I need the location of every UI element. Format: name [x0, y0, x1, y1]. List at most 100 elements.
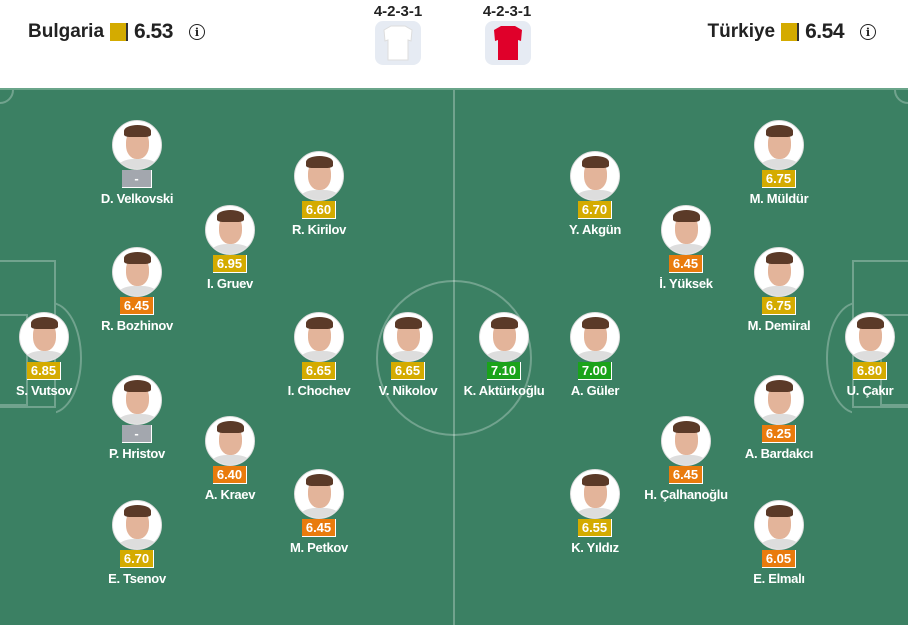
player-rating: 6.65 [301, 362, 337, 380]
player-away[interactable]: 6.75 M. Demiral [724, 247, 834, 333]
match-header: Bulgaria 6.53 i 4-2-3-1 4-2-3-1 Türkiye … [0, 0, 908, 88]
player-rating: 6.45 [119, 297, 155, 315]
away-formation: 4-2-3-1 [482, 3, 532, 20]
center-circle [376, 280, 532, 436]
info-icon[interactable]: i [188, 24, 205, 40]
player-name: R. Bozhinov [101, 318, 173, 333]
player-avatar [754, 120, 804, 170]
player-rating: 6.60 [301, 201, 337, 219]
player-name: M. Müldür [749, 191, 809, 206]
player-avatar [570, 151, 620, 201]
player-avatar [19, 312, 69, 362]
player-rating: 7.00 [577, 362, 613, 380]
player-home[interactable]: 6.65 V. Nikolov [353, 312, 463, 398]
player-avatar [754, 247, 804, 297]
player-home[interactable]: 6.65 I. Chochev [264, 312, 374, 398]
player-away[interactable]: 6.45 İ. Yüksek [631, 205, 741, 291]
player-avatar [112, 247, 162, 297]
player-home[interactable]: 6.70 E. Tsenov [82, 500, 192, 586]
player-rating: 6.65 [390, 362, 426, 380]
player-avatar [845, 312, 895, 362]
player-name: Y. Akgün [568, 222, 621, 237]
player-rating: 6.05 [761, 550, 797, 568]
home-formation: 4-2-3-1 [373, 3, 423, 20]
player-rating: 6.85 [26, 362, 62, 380]
away-team-rating: 6.54 [805, 20, 844, 43]
player-away[interactable]: 6.05 E. Elmalı [724, 500, 834, 586]
home-team-rating: 6.53 [134, 20, 173, 43]
player-rating: 6.55 [577, 519, 613, 537]
player-away[interactable]: 7.00 A. Güler [540, 312, 650, 398]
player-rating: 6.70 [119, 550, 155, 568]
player-name: V. Nikolov [378, 383, 438, 398]
player-avatar [112, 375, 162, 425]
player-avatar [294, 469, 344, 519]
player-avatar [205, 205, 255, 255]
player-avatar [570, 312, 620, 362]
player-away[interactable]: 6.75 M. Müldür [724, 120, 834, 206]
player-rating: 6.95 [212, 255, 248, 273]
player-name: H. Çalhanoğlu [644, 487, 728, 502]
player-name: E. Elmalı [753, 571, 805, 586]
player-home[interactable]: 6.85 S. Vutsov [0, 312, 99, 398]
corner-arc [0, 90, 14, 104]
player-name: İ. Yüksek [659, 276, 713, 291]
corner-arc [894, 90, 908, 104]
player-avatar [294, 151, 344, 201]
player-avatar [754, 500, 804, 550]
player-name: S. Vutsov [15, 383, 73, 398]
away-kit [485, 21, 531, 65]
player-avatar [570, 469, 620, 519]
player-away[interactable]: 6.80 U. Çakır [815, 312, 908, 398]
player-away[interactable]: 6.55 K. Yıldız [540, 469, 650, 555]
player-rating: 6.70 [577, 201, 613, 219]
player-name: M. Demiral [747, 318, 811, 333]
rating-square-icon [781, 23, 800, 41]
away-team: Türkiye 6.54 i [708, 20, 876, 44]
player-away[interactable]: 6.25 A. Bardakcı [724, 375, 834, 461]
player-name: A. Güler [570, 383, 620, 398]
player-name: I. Chochev [287, 383, 351, 398]
player-rating: 6.45 [668, 466, 704, 484]
player-avatar [754, 375, 804, 425]
player-home[interactable]: - D. Velkovski [82, 120, 192, 206]
player-name: K. Aktürkoğlu [463, 383, 545, 398]
player-name: D. Velkovski [100, 191, 174, 206]
player-home[interactable]: 6.40 A. Kraev [175, 416, 285, 502]
player-rating: 6.45 [668, 255, 704, 273]
player-away[interactable]: 6.45 H. Çalhanoğlu [631, 416, 741, 502]
player-rating: 6.80 [852, 362, 888, 380]
player-name: A. Bardakcı [744, 446, 814, 461]
player-rating: 7.10 [486, 362, 522, 380]
player-away[interactable]: 6.70 Y. Akgün [540, 151, 650, 237]
player-rating: - [122, 425, 152, 443]
player-avatar [112, 120, 162, 170]
home-team: Bulgaria 6.53 i [28, 20, 205, 44]
player-rating: 6.25 [761, 425, 797, 443]
player-name: E. Tsenov [108, 571, 166, 586]
home-kit [375, 21, 421, 65]
player-away[interactable]: 7.10 K. Aktürkoğlu [449, 312, 559, 398]
player-avatar [479, 312, 529, 362]
player-rating: 6.40 [212, 466, 248, 484]
home-team-name: Bulgaria [28, 21, 105, 42]
player-name: R. Kirilov [291, 222, 347, 237]
shirt-icon [494, 26, 522, 60]
player-name: I. Gruev [206, 276, 253, 291]
player-home[interactable]: - P. Hristov [82, 375, 192, 461]
player-rating: 6.75 [761, 170, 797, 188]
player-avatar [383, 312, 433, 362]
player-home[interactable]: 6.45 R. Bozhinov [82, 247, 192, 333]
player-name: M. Petkov [290, 540, 348, 555]
player-home[interactable]: 6.95 I. Gruev [175, 205, 285, 291]
info-icon[interactable]: i [860, 24, 876, 40]
player-home[interactable]: 6.60 R. Kirilov [264, 151, 374, 237]
player-rating: 6.45 [301, 519, 337, 537]
player-avatar [661, 416, 711, 466]
player-name: U. Çakır [846, 383, 894, 398]
player-home[interactable]: 6.45 M. Petkov [264, 469, 374, 555]
player-rating: 6.75 [761, 297, 797, 315]
player-name: A. Kraev [204, 487, 256, 502]
player-rating: - [122, 170, 152, 188]
away-team-name: Türkiye [707, 21, 776, 42]
